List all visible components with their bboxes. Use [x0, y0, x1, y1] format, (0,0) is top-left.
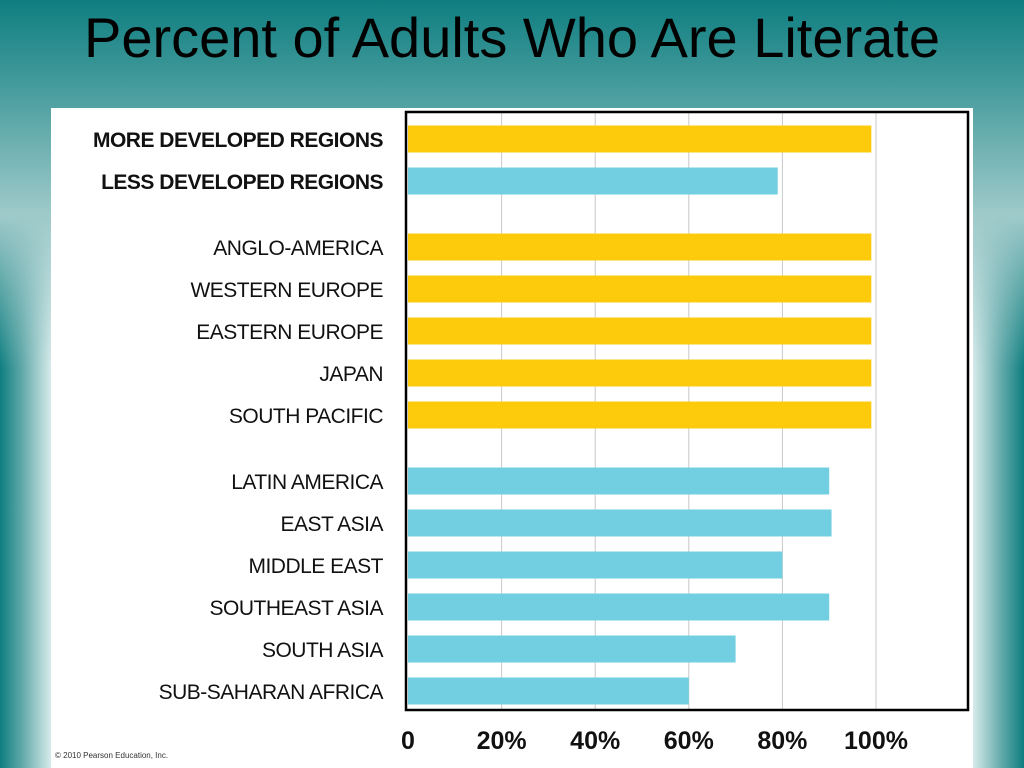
bar [408, 359, 872, 387]
bar [408, 167, 778, 195]
chart-figure: MORE DEVELOPED REGIONS LESS DEVELOPED REG… [51, 108, 973, 768]
bar [408, 509, 832, 537]
bar [408, 401, 872, 429]
category-label: ANGLO-AMERICA [213, 237, 383, 260]
bar [408, 233, 872, 261]
category-label: SOUTHEAST ASIA [210, 597, 384, 620]
x-tick-label: 80% [757, 727, 807, 755]
x-tick-label: 0 [401, 727, 415, 755]
x-tick-label: 100% [844, 727, 908, 755]
bar [408, 593, 830, 621]
bar [408, 275, 872, 303]
bar [408, 467, 830, 495]
copyright-notice: © 2010 Pearson Education, Inc. [55, 751, 169, 760]
category-label: JAPAN [319, 363, 383, 386]
x-tick-label: 20% [477, 727, 527, 755]
bar [408, 125, 872, 153]
bar [408, 635, 736, 663]
bar [408, 317, 872, 345]
category-label: EASTERN EUROPE [196, 321, 383, 344]
category-label: LESS DEVELOPED REGIONS [101, 171, 383, 194]
category-label: WESTERN EUROPE [190, 279, 383, 302]
category-label: LATIN AMERICA [231, 471, 383, 494]
bar [408, 551, 783, 579]
category-label: SOUTH ASIA [262, 639, 384, 662]
category-label: MORE DEVELOPED REGIONS [93, 129, 384, 152]
plot-frame [404, 110, 970, 712]
category-label: MIDDLE EAST [248, 555, 383, 578]
x-tick-label: 60% [664, 727, 714, 755]
category-label: SOUTH PACIFIC [229, 405, 383, 428]
category-label: SUB-SAHARAN AFRICA [159, 681, 384, 704]
slide-title: Percent of Adults Who Are Literate [83, 6, 941, 69]
bar [408, 677, 689, 705]
category-label: EAST ASIA [281, 513, 384, 536]
bar-chart: MORE DEVELOPED REGIONS LESS DEVELOPED REG… [93, 110, 970, 755]
x-tick-label: 40% [570, 727, 620, 755]
